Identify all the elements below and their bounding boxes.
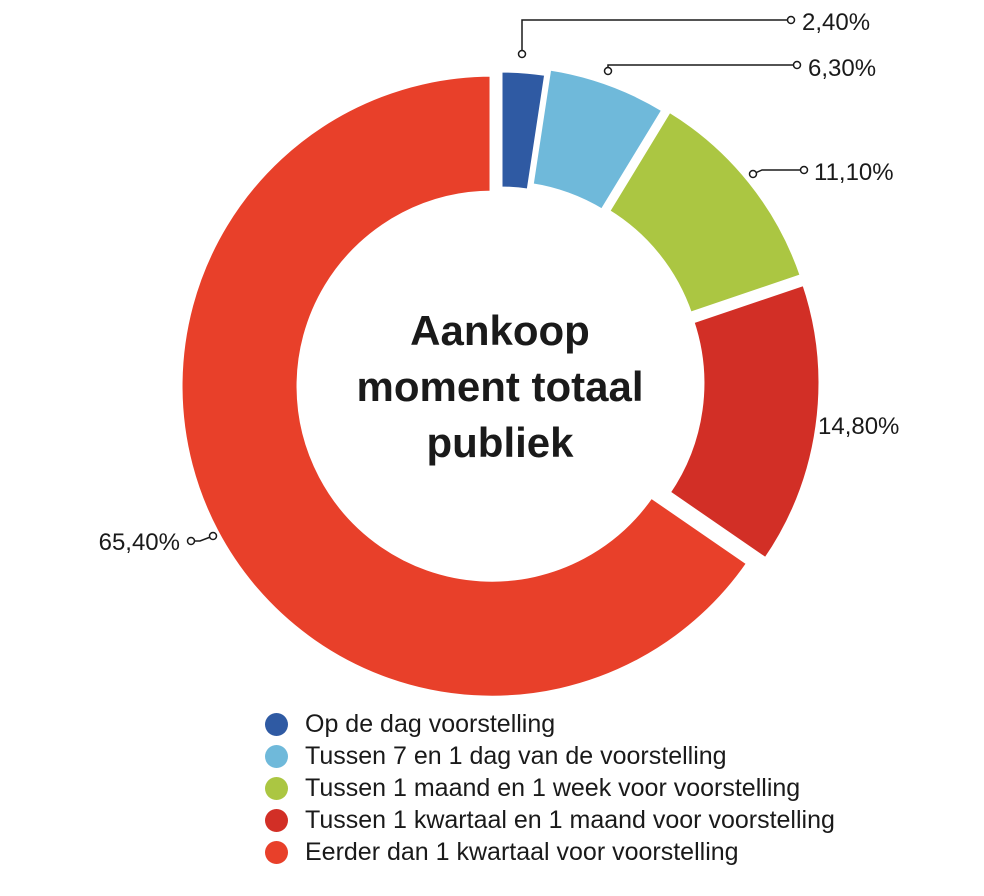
value-label-maand-week: 11,10%: [814, 159, 894, 186]
value-label-eerder-kwartaal: 65,40%: [99, 529, 180, 556]
legend-item-maand-week: Tussen 1 maand en 1 week voor voorstelli…: [265, 772, 835, 804]
legend-label-2: Tussen 7 en 1 dag van de voorstelling: [305, 741, 727, 770]
legend-swatch-2: [265, 744, 288, 768]
legend-item-eerder-kwartaal: Eerder dan 1 kwartaal voor voorstelling: [265, 836, 835, 868]
leader-line-3: [752, 169, 804, 175]
donut-chart: 2,40% 6,30% 11,10% 14,80% 65,40%: [99, 9, 900, 700]
value-label-7-en-1-dag: 6,30%: [808, 55, 876, 82]
legend-item-kwartaal-maand: Tussen 1 kwartaal en 1 maand voor voorst…: [265, 804, 835, 836]
chart-title: Aankoop moment totaal publiek: [300, 303, 700, 471]
leader-dot-1b: [786, 15, 796, 25]
legend-item-7-en-1-dag: Tussen 7 en 1 dag van de voorstelling: [265, 740, 835, 772]
leader-dot-3a: [748, 169, 758, 179]
leader-dot-1a: [517, 49, 527, 59]
legend-label-4: Tussen 1 kwartaal en 1 maand voor voorst…: [305, 805, 835, 834]
donut-slices: [177, 65, 824, 700]
leader-dot-2b: [792, 60, 802, 70]
chart-title-line-2: moment totaal: [356, 363, 644, 410]
legend-label-3: Tussen 1 maand en 1 week voor voorstelli…: [305, 773, 801, 802]
legend-item-op-de-dag: Op de dag voorstelling: [265, 708, 835, 740]
legend: Op de dag voorstelling Tussen 7 en 1 dag…: [265, 708, 835, 868]
chart-title-line-1: Aankoop: [410, 307, 590, 354]
legend-label-5: Eerder dan 1 kwartaal voor voorstelling: [305, 837, 739, 866]
leader-dot-3b: [799, 165, 809, 175]
legend-label-1: Op de dag voorstelling: [305, 709, 556, 738]
value-labels: 2,40% 6,30% 11,10% 14,80% 65,40%: [99, 9, 900, 556]
slice-maand-week: [603, 106, 806, 318]
leader-lines: [186, 15, 809, 546]
slice-7-en-1-dag: [528, 65, 668, 215]
chart-title-line-3: publiek: [426, 419, 574, 466]
legend-swatch-4: [265, 808, 288, 832]
legend-swatch-5: [265, 840, 288, 864]
leader-line-2: [607, 64, 797, 71]
value-label-op-de-dag: 2,40%: [802, 9, 870, 36]
leader-dot-5a: [186, 536, 196, 546]
slice-op-de-dag: [497, 67, 550, 195]
value-label-kwartaal-maand: 14,80%: [818, 413, 899, 440]
slice-eerder-kwartaal: [177, 71, 753, 700]
legend-swatch-1: [265, 712, 288, 736]
leader-line-1: [521, 19, 791, 54]
leader-dot-2a: [603, 66, 613, 76]
slice-kwartaal-maand: [664, 279, 824, 564]
legend-swatch-3: [265, 776, 288, 800]
leader-dot-5b: [208, 531, 218, 541]
